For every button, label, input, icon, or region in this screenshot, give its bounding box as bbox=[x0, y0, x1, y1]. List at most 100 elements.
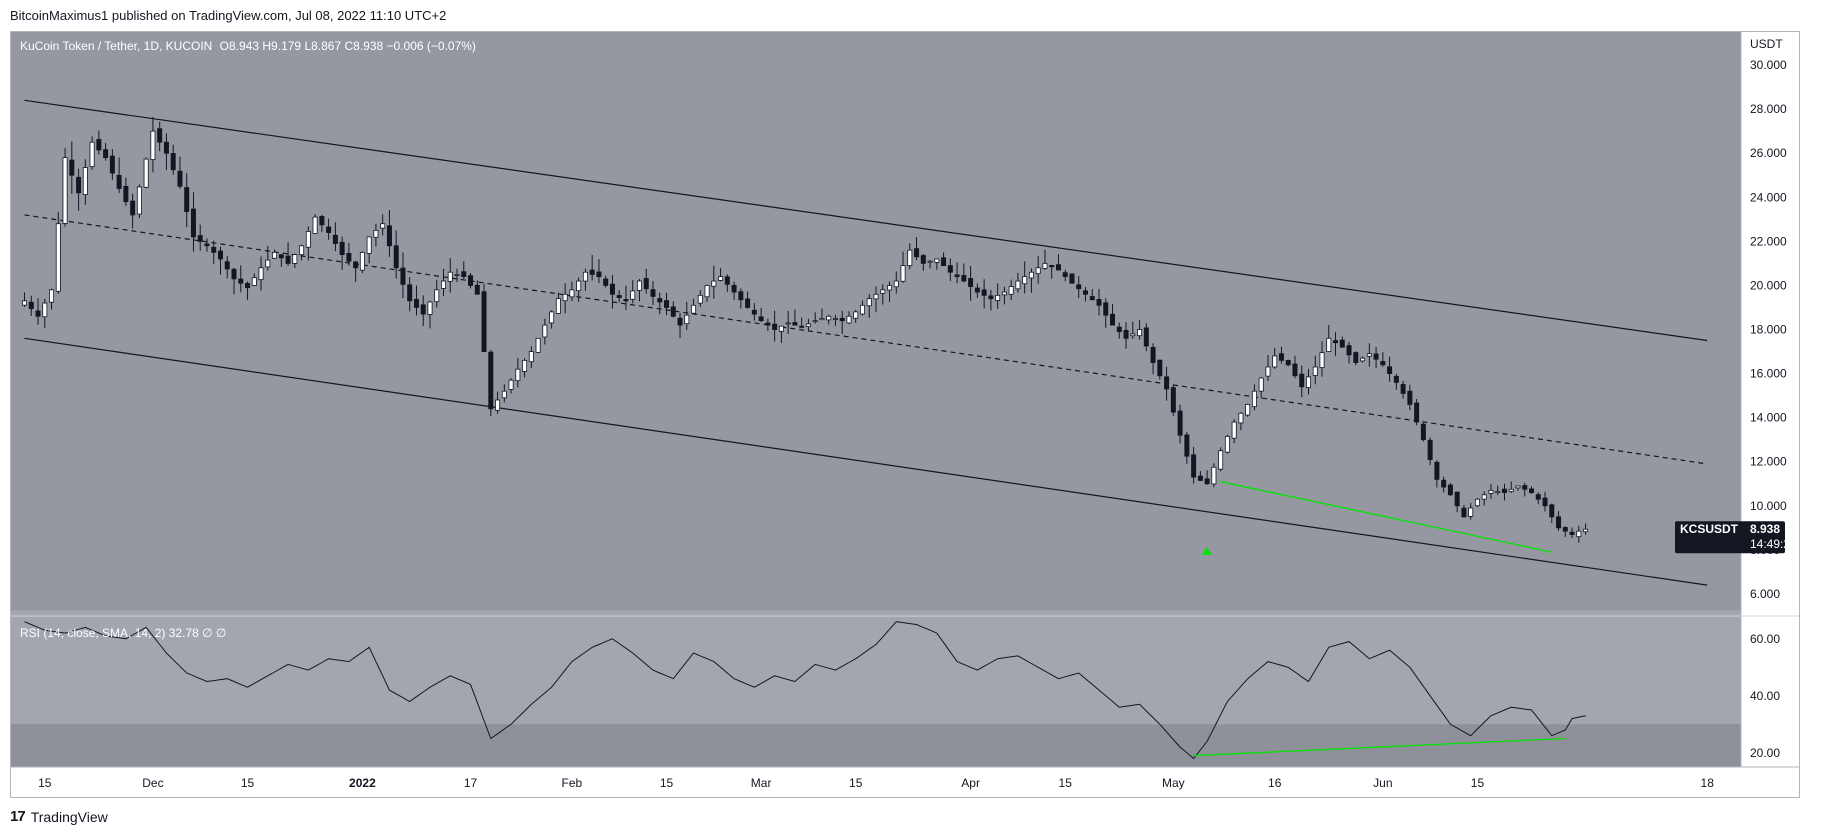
candle-body bbox=[1096, 299, 1102, 306]
price-tick-label: 16.000 bbox=[1750, 367, 1787, 381]
candle-body bbox=[1346, 345, 1352, 356]
candle-body bbox=[1461, 507, 1467, 518]
footer-brand[interactable]: 17 TradingView bbox=[10, 808, 108, 825]
price-tick-label: 28.000 bbox=[1750, 102, 1787, 116]
candle-body bbox=[1231, 421, 1237, 439]
candle-body bbox=[42, 302, 48, 318]
candle-body bbox=[941, 257, 947, 267]
time-tick-label: 15 bbox=[1471, 776, 1485, 790]
candle-body bbox=[1549, 504, 1555, 518]
candle-body bbox=[170, 153, 176, 171]
candle-body bbox=[231, 268, 237, 280]
candle-body bbox=[981, 289, 987, 296]
candle-body bbox=[1373, 353, 1379, 360]
candle-body bbox=[28, 301, 34, 309]
candle-body bbox=[204, 243, 210, 247]
symbol-legend: KuCoin Token / Tether, 1D, KUCOIN O8.943… bbox=[20, 39, 476, 53]
candle-body bbox=[1387, 366, 1393, 374]
candle-body bbox=[1522, 485, 1528, 490]
candle-body bbox=[515, 368, 521, 382]
candle-body bbox=[772, 323, 778, 330]
candle-body bbox=[413, 298, 419, 308]
time-tick-label: Jun bbox=[1373, 776, 1392, 790]
candle-body bbox=[596, 271, 602, 278]
candle-body bbox=[623, 299, 629, 302]
candle-body bbox=[474, 284, 480, 295]
candle-body bbox=[576, 280, 582, 292]
candle-body bbox=[434, 289, 440, 303]
candle-body bbox=[880, 289, 886, 294]
candle-body bbox=[501, 390, 507, 399]
time-tick-label: 15 bbox=[849, 776, 863, 790]
candle-body bbox=[738, 291, 744, 301]
close-value: C8.938 bbox=[344, 39, 384, 53]
candle-body bbox=[292, 254, 298, 264]
candle-body bbox=[616, 295, 622, 298]
candle-body bbox=[481, 291, 487, 352]
candle-body bbox=[677, 317, 683, 326]
candle-body bbox=[1035, 267, 1041, 275]
candle-body bbox=[76, 176, 82, 194]
candle-body bbox=[1407, 390, 1413, 405]
candle-body bbox=[184, 187, 190, 213]
candle-body bbox=[846, 315, 852, 324]
time-tick-label: 2022 bbox=[349, 776, 376, 790]
candle-body bbox=[1211, 466, 1217, 485]
candle-body bbox=[799, 325, 805, 328]
candle-body bbox=[832, 318, 838, 320]
candle-body bbox=[1258, 377, 1264, 392]
candle-body bbox=[82, 167, 88, 195]
rsi-band bbox=[11, 610, 1741, 725]
candle-body bbox=[805, 323, 811, 327]
candle-body bbox=[528, 351, 534, 363]
time-tick-label: Apr bbox=[961, 776, 980, 790]
price-tick-label: 22.000 bbox=[1750, 234, 1787, 248]
rsi-tick-label: 60.00 bbox=[1750, 632, 1780, 646]
candle-body bbox=[454, 274, 460, 276]
candle-body bbox=[609, 283, 615, 295]
time-tick-label: Mar bbox=[751, 776, 772, 790]
price-unit-label: USDT bbox=[1750, 37, 1783, 51]
candle-body bbox=[1089, 296, 1095, 301]
candle-body bbox=[441, 280, 446, 289]
candle-body bbox=[1495, 491, 1501, 493]
candle-body bbox=[69, 159, 75, 176]
candle-body bbox=[920, 255, 926, 264]
candle-body bbox=[664, 300, 670, 308]
candle-body bbox=[143, 158, 149, 188]
candle-body bbox=[62, 157, 68, 224]
candle-body bbox=[893, 280, 899, 288]
candle-body bbox=[1312, 366, 1318, 376]
channel-midline bbox=[24, 214, 1708, 465]
candle-body bbox=[839, 317, 845, 322]
rsi-title: RSI (14, close, SMA, 14, 2) bbox=[20, 626, 166, 640]
candle-body bbox=[995, 294, 1001, 301]
candle-body bbox=[1103, 302, 1109, 316]
rsi-extra: ∅ ∅ bbox=[202, 626, 227, 640]
price-tick-label: 10.000 bbox=[1750, 499, 1787, 513]
candle-body bbox=[1360, 357, 1366, 362]
candle-body bbox=[1420, 423, 1426, 441]
last-price-tag bbox=[1675, 521, 1785, 554]
candle-body bbox=[636, 280, 642, 291]
candlestick-series bbox=[22, 116, 1589, 543]
rsi-series bbox=[24, 621, 1586, 760]
candle-body bbox=[319, 216, 325, 226]
candle-body bbox=[1414, 402, 1420, 423]
candle-body bbox=[163, 141, 169, 154]
candle-body bbox=[1224, 435, 1230, 453]
candle-body bbox=[1481, 494, 1487, 500]
candle-body bbox=[1028, 271, 1034, 279]
time-axis: 15 Dec 15 2022 17 Feb 15 Mar 15 Apr 15 May 16 Jun 15 18 bbox=[38, 776, 1714, 790]
candle-body bbox=[1164, 376, 1170, 390]
candle-body bbox=[1042, 262, 1048, 269]
price-axis-ticks: USDT6.0008.00010.00012.00014.00016.00018… bbox=[1750, 37, 1787, 760]
candle-body bbox=[542, 324, 548, 338]
candle-body bbox=[1062, 272, 1068, 278]
time-tick-label: 15 bbox=[660, 776, 674, 790]
candle-body bbox=[1157, 359, 1163, 377]
candle-body bbox=[711, 280, 717, 287]
candle-body bbox=[826, 315, 832, 321]
candle-body bbox=[1292, 363, 1298, 377]
